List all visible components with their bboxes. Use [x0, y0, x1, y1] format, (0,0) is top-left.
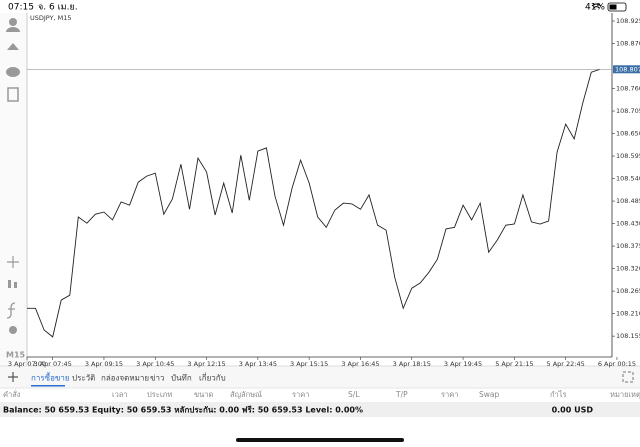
- add-button[interactable]: [8, 372, 18, 382]
- battery-icon: [607, 2, 627, 12]
- x-tick-label: 3 Apr 07:00: [8, 360, 46, 368]
- tab[interactable]: กล่องจดหมาย: [101, 374, 149, 383]
- column-header: Swap: [479, 390, 499, 399]
- column-header: T/P: [395, 390, 408, 399]
- account-icon-body[interactable]: [6, 27, 20, 32]
- y-tick-label: 108.375: [616, 242, 640, 250]
- balance-summary: Balance: 50 659.53 Equity: 50 659.53 หลั…: [3, 405, 363, 415]
- x-tick-label: 5 Apr 22:45: [547, 360, 585, 368]
- y-tick-label: 108.430: [616, 220, 640, 228]
- column-header: ประเภท: [147, 390, 172, 399]
- column-header: กำไร: [550, 390, 567, 399]
- column-header: ราคา: [292, 390, 309, 399]
- timeframe-label[interactable]: M15: [6, 351, 26, 360]
- column-header: คำสั่ง: [3, 389, 21, 399]
- y-tick-label: 108.540: [616, 175, 640, 183]
- expand-button[interactable]: [622, 371, 634, 383]
- x-tick-label: 6 Apr 00:15: [598, 360, 636, 368]
- x-tick-label: 3 Apr 15:15: [290, 360, 328, 368]
- current-price-box: [613, 65, 640, 74]
- x-tick-label: 5 Apr 21:15: [495, 360, 533, 368]
- wifi-icon: [591, 3, 602, 9]
- crosshair-icon[interactable]: [7, 256, 19, 268]
- status-time: 07:15: [8, 3, 34, 13]
- status-date: จ. 6 เม.ย.: [38, 3, 78, 13]
- function-icon[interactable]: [6, 302, 16, 319]
- tab-bar: [0, 366, 640, 388]
- x-tick-label: 3 Apr 16:45: [341, 360, 379, 368]
- x-tick-label: 3 Apr 19:45: [444, 360, 482, 368]
- new-order-icon[interactable]: [7, 87, 19, 102]
- x-tick-label: 3 Apr 12:15: [187, 360, 225, 368]
- column-header: เวลา: [112, 390, 128, 399]
- total-profit: 0.00 USD: [552, 406, 594, 415]
- y-tick-label: 108.760: [616, 85, 640, 93]
- indicator-icon[interactable]: [8, 280, 11, 288]
- current-price-label: 108.807: [615, 65, 640, 73]
- column-header: หมายเหตุ: [610, 390, 640, 399]
- x-tick-label: 3 Apr 07:45: [34, 360, 72, 368]
- tab[interactable]: เกี่ยวกับ: [199, 372, 226, 383]
- objects-icon[interactable]: [9, 326, 17, 334]
- y-tick-label: 108.155: [616, 332, 640, 340]
- balance-row: [0, 402, 640, 417]
- y-tick-label: 108.485: [616, 197, 640, 205]
- y-tick-label: 108.210: [616, 310, 640, 318]
- trade-icon[interactable]: [7, 43, 19, 50]
- y-tick-label: 108.650: [616, 130, 640, 138]
- column-header: ขนาด: [194, 390, 213, 399]
- y-tick-label: 108.925: [616, 17, 640, 25]
- price-line: [27, 68, 601, 338]
- y-tick-label: 108.320: [616, 265, 640, 273]
- account-icon[interactable]: [9, 18, 17, 26]
- chart-symbol: USDJPY, M15: [30, 14, 72, 22]
- left-toolbar: [0, 13, 27, 365]
- x-tick-label: 3 Apr 18:15: [393, 360, 431, 368]
- y-tick-label: 108.265: [616, 287, 640, 295]
- y-tick-label: 108.705: [616, 107, 640, 115]
- y-tick-label: 108.595: [616, 152, 640, 160]
- y-tick-label: 108.870: [616, 40, 640, 48]
- column-header: S/L: [348, 390, 360, 399]
- x-tick-label: 3 Apr 10:45: [136, 360, 174, 368]
- battery-level: [609, 4, 617, 10]
- indicator-icon-2[interactable]: [14, 282, 17, 288]
- active-tab-underline: [31, 385, 65, 387]
- home-indicator: [236, 438, 404, 442]
- tab[interactable]: บันทึก: [171, 374, 192, 383]
- column-header: ราคา: [441, 390, 458, 399]
- column-header: สัญลักษณ์: [230, 390, 262, 399]
- x-tick-label: 3 Apr 13:45: [239, 360, 277, 368]
- status-battery: 41%: [585, 3, 605, 13]
- tab[interactable]: การซื้อขาย: [31, 372, 70, 383]
- x-tick-label: 3 Apr 09:15: [85, 360, 123, 368]
- chat-icon[interactable]: [6, 67, 20, 77]
- tab[interactable]: ข่าว: [150, 374, 164, 383]
- tab[interactable]: ประวัติ: [72, 374, 95, 383]
